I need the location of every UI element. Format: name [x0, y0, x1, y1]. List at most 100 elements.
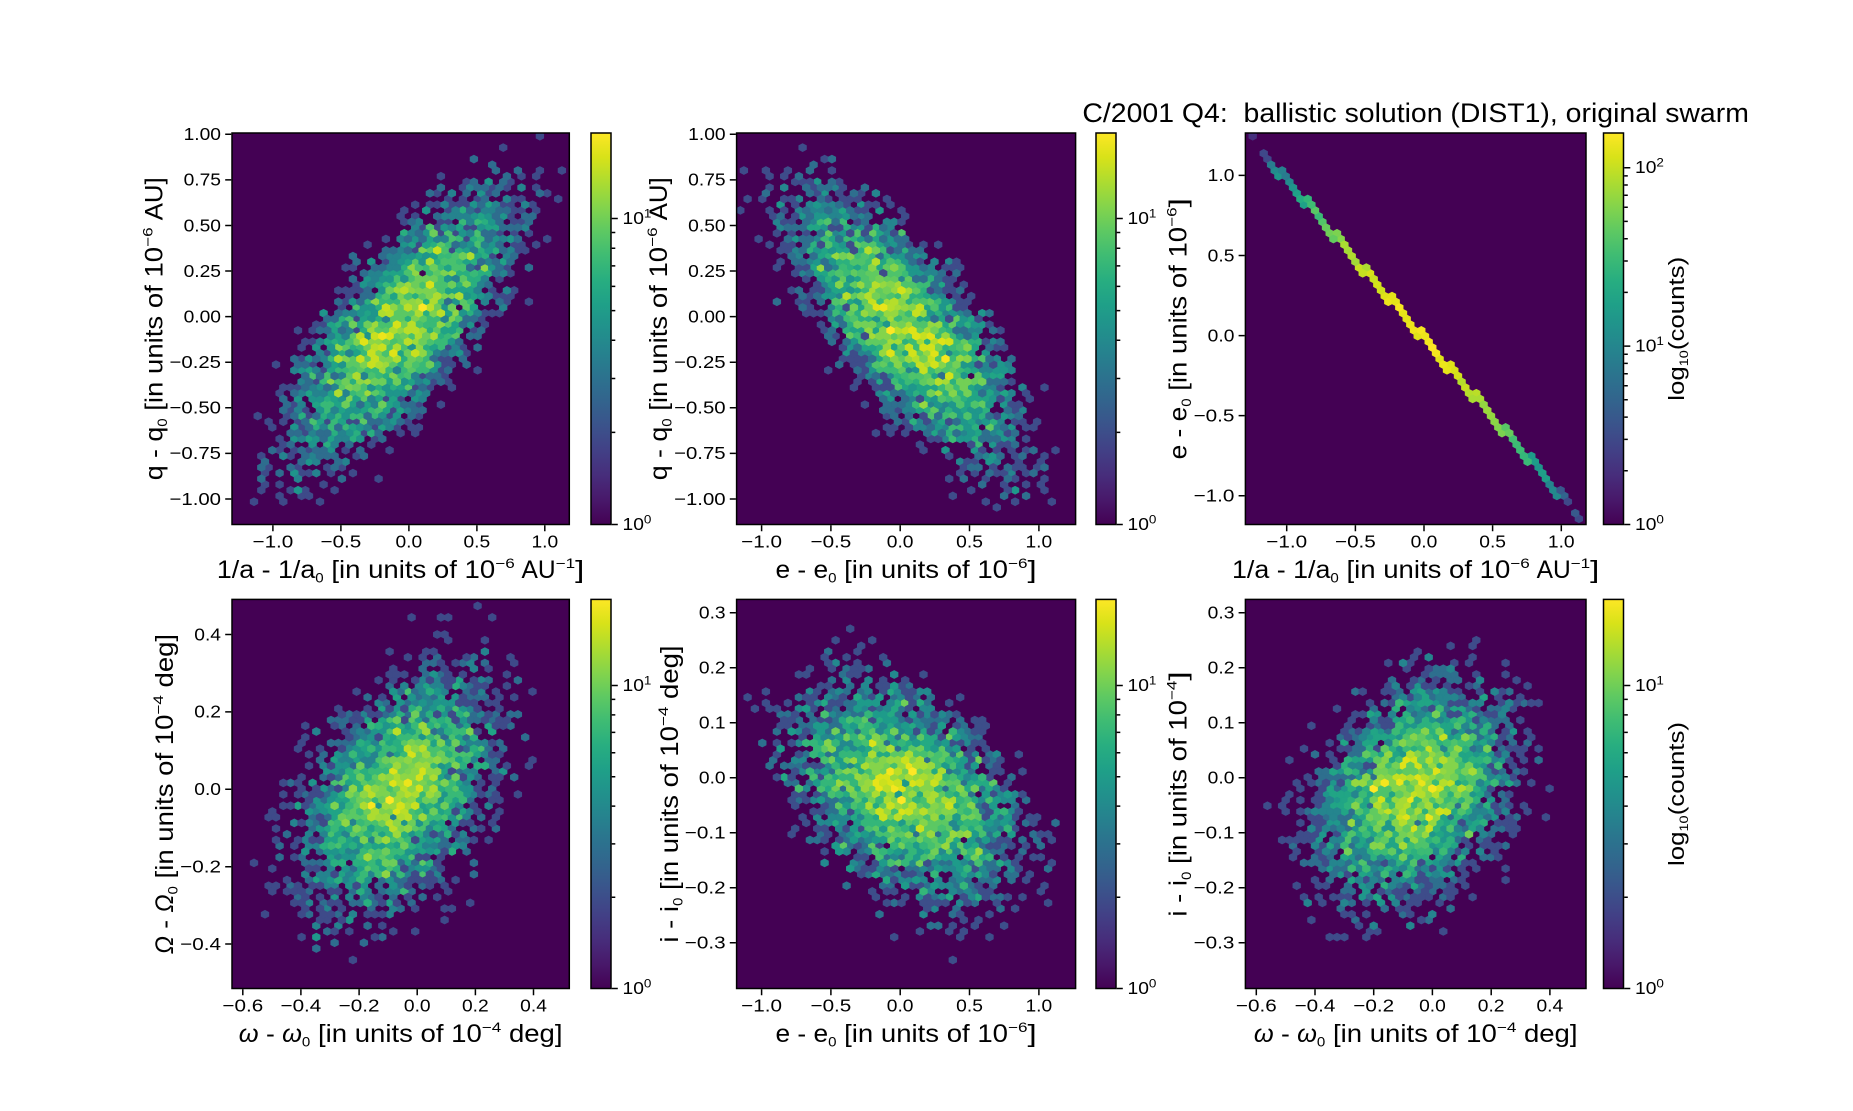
svg-text:0: 0: [1178, 398, 1194, 407]
svg-text:10: 10: [1677, 350, 1691, 366]
svg-text:ω: ω: [1254, 1020, 1274, 1048]
svg-text:[in units of 10: [in units of 10: [837, 556, 1009, 584]
svg-text:0: 0: [154, 418, 170, 427]
svg-text:1: 1: [1149, 206, 1157, 220]
svg-text:−1.0: −1.0: [1194, 486, 1235, 506]
svg-text:−1.0: −1.0: [253, 532, 294, 552]
svg-text:[in units of 10: [in units of 10: [1339, 556, 1511, 584]
svg-text:1.00: 1.00: [688, 124, 726, 144]
svg-text:0.2: 0.2: [194, 702, 221, 722]
svg-text:−1: −1: [1571, 555, 1591, 571]
svg-text:−0.50: −0.50: [170, 398, 222, 418]
svg-text:−0.2: −0.2: [180, 857, 221, 877]
svg-text:0.2: 0.2: [462, 996, 489, 1016]
svg-text:[in units of 10: [in units of 10: [1325, 1020, 1497, 1048]
svg-text:−4: −4: [655, 706, 671, 726]
svg-text:0: 0: [1656, 976, 1664, 990]
svg-text:0.0: 0.0: [887, 996, 914, 1016]
svg-text:0.5: 0.5: [956, 532, 983, 552]
svg-text:deg]: deg]: [1516, 1020, 1577, 1048]
svg-text:−1.0: −1.0: [741, 996, 782, 1016]
svg-text:1.0: 1.0: [1026, 996, 1053, 1016]
svg-text:0: 0: [828, 1033, 837, 1049]
svg-text:−6: −6: [644, 227, 660, 247]
svg-text:0.00: 0.00: [688, 306, 726, 326]
svg-text:0.0: 0.0: [699, 768, 726, 788]
svg-text:0: 0: [1178, 871, 1194, 880]
svg-text:−0.3: −0.3: [685, 933, 726, 953]
svg-text:0.0: 0.0: [396, 532, 423, 552]
svg-text:−4: −4: [150, 695, 166, 715]
svg-text:(counts): (counts): [1664, 257, 1689, 350]
svg-text:0.0: 0.0: [1208, 768, 1235, 788]
svg-text:−0.1: −0.1: [1194, 823, 1235, 843]
svg-text:]: ]: [575, 556, 584, 584]
svg-text:−4: −4: [1164, 680, 1180, 700]
svg-text:0: 0: [659, 418, 675, 427]
svg-text:−0.6: −0.6: [1236, 996, 1277, 1016]
svg-text:0.2: 0.2: [1478, 996, 1505, 1016]
svg-text:0.2: 0.2: [1208, 658, 1235, 678]
svg-text:−0.25: −0.25: [674, 352, 726, 372]
svg-text:1.0: 1.0: [1208, 165, 1235, 185]
svg-text:-: -: [1274, 1020, 1298, 1048]
svg-text:10: 10: [1677, 815, 1691, 831]
svg-text:−6: −6: [140, 227, 156, 247]
svg-text:0.0: 0.0: [194, 779, 221, 799]
svg-text:[in units of 10: [in units of 10: [1165, 700, 1193, 872]
svg-text:0.25: 0.25: [184, 261, 222, 281]
svg-text:−0.5: −0.5: [811, 532, 852, 552]
svg-text:1/a - 1/a: 1/a - 1/a: [217, 556, 316, 584]
svg-text:deg]: deg]: [151, 634, 179, 695]
svg-text:10: 10: [1635, 336, 1657, 356]
svg-text:0: 0: [1330, 569, 1339, 585]
svg-text:deg]: deg]: [501, 1020, 562, 1048]
svg-text:0.2: 0.2: [699, 658, 726, 678]
svg-text:0.0: 0.0: [1208, 325, 1235, 345]
svg-text:−6: −6: [1164, 207, 1180, 227]
svg-text:]: ]: [1165, 198, 1193, 207]
svg-text:0.75: 0.75: [184, 170, 222, 190]
svg-text:]: ]: [1028, 1020, 1037, 1048]
svg-text:−0.75: −0.75: [170, 443, 222, 463]
svg-text:ω: ω: [1297, 1020, 1317, 1048]
svg-text:0: 0: [644, 976, 652, 990]
svg-text:1.00: 1.00: [184, 124, 222, 144]
svg-text:10: 10: [623, 514, 645, 534]
svg-text:−0.5: −0.5: [1335, 532, 1376, 552]
svg-text:−6: −6: [1008, 555, 1028, 571]
svg-text:10: 10: [1128, 208, 1150, 228]
svg-text:−6: −6: [1510, 555, 1530, 571]
svg-text:C/2001 Q4: ballistic solution: C/2001 Q4: ballistic solution (DIST1), o…: [1082, 98, 1749, 128]
svg-text:10: 10: [1128, 514, 1150, 534]
svg-text:−0.4: −0.4: [281, 996, 322, 1016]
svg-text:0.75: 0.75: [688, 170, 726, 190]
svg-text:−0.2: −0.2: [1353, 996, 1394, 1016]
svg-text:0.1: 0.1: [699, 713, 726, 733]
svg-text:i - i: i - i: [656, 906, 684, 943]
svg-text:−4: −4: [482, 1019, 502, 1035]
svg-text:-: -: [151, 913, 179, 937]
svg-text:10: 10: [623, 208, 645, 228]
svg-text:0: 0: [315, 569, 324, 585]
svg-text:−0.25: −0.25: [170, 352, 222, 372]
svg-text:0.25: 0.25: [688, 261, 726, 281]
svg-text:0: 0: [302, 1033, 311, 1049]
svg-text:−6: −6: [495, 555, 515, 571]
svg-text:10: 10: [1635, 675, 1657, 695]
svg-text:10: 10: [1635, 514, 1657, 534]
svg-text:(counts): (counts): [1664, 722, 1689, 815]
svg-text:0: 0: [644, 512, 652, 526]
svg-text:10: 10: [1128, 675, 1150, 695]
svg-text:0: 0: [828, 569, 837, 585]
svg-text:AU]: AU]: [141, 177, 169, 227]
svg-text:log: log: [1664, 366, 1689, 401]
svg-text:AU: AU: [1530, 556, 1571, 584]
svg-text:10: 10: [623, 675, 645, 695]
svg-text:e - e: e - e: [776, 556, 829, 584]
svg-text:−0.75: −0.75: [674, 443, 726, 463]
svg-text:10: 10: [1635, 157, 1657, 177]
svg-text:10: 10: [1128, 978, 1150, 998]
svg-text:0.0: 0.0: [1419, 996, 1446, 1016]
svg-text:[in units of 10: [in units of 10: [1165, 227, 1193, 399]
